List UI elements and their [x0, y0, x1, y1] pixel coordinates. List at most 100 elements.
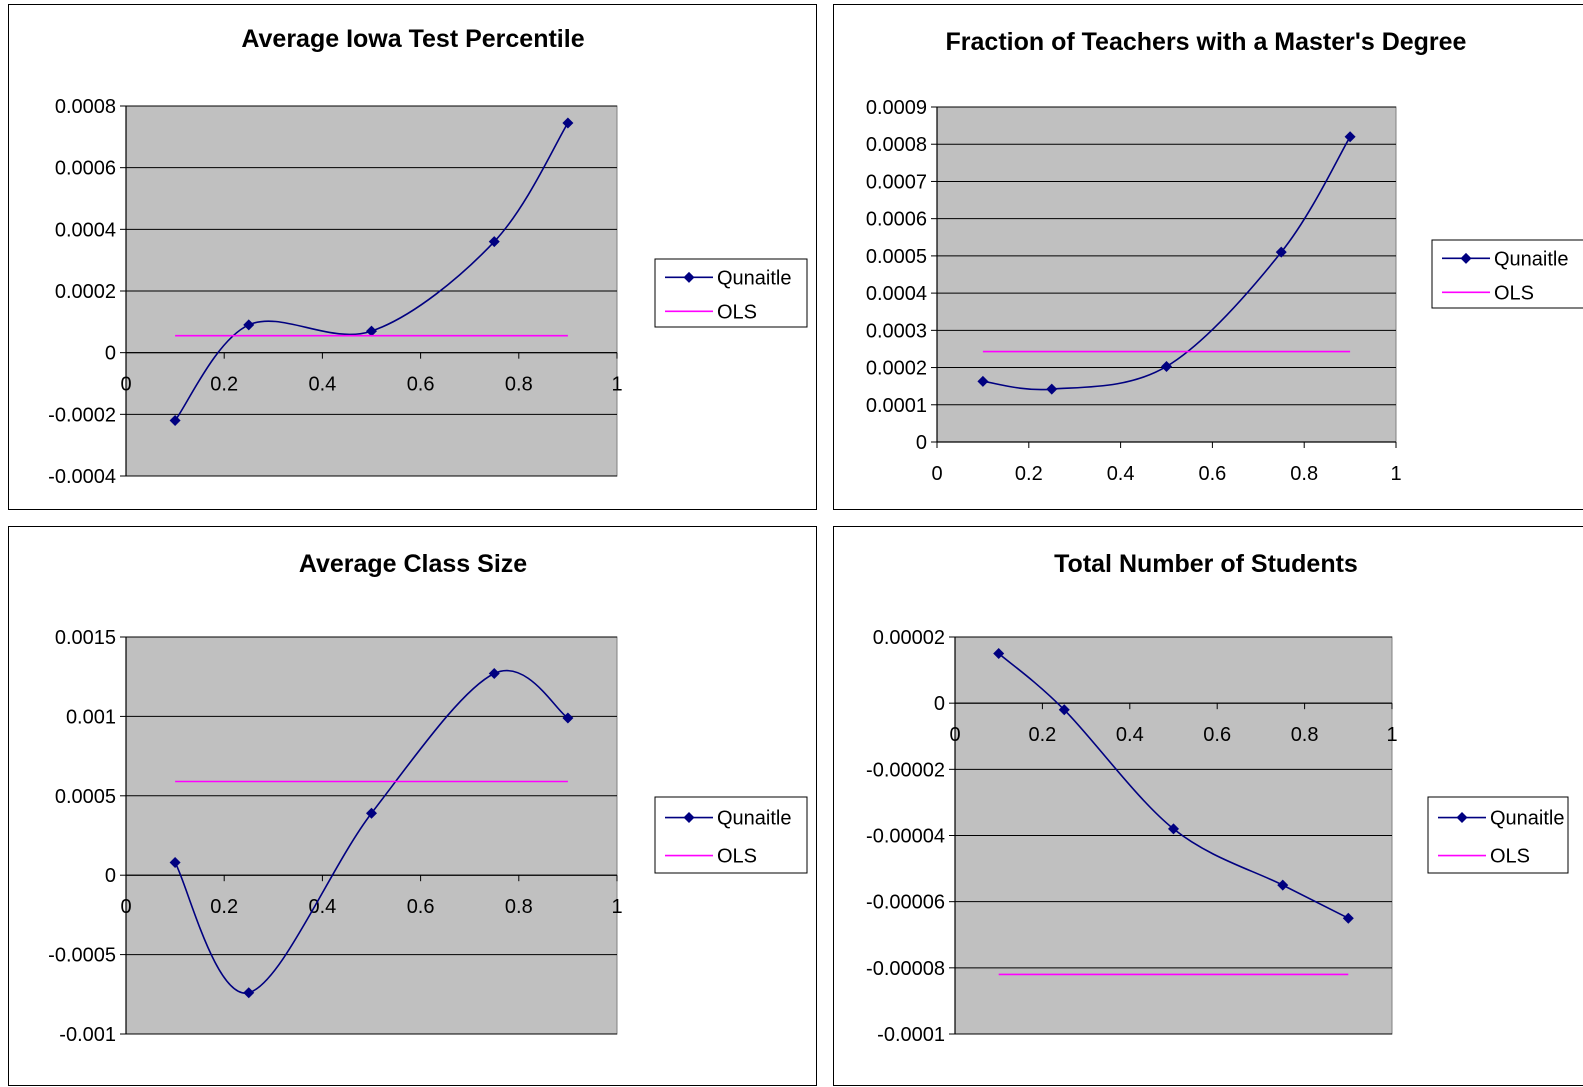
x-tick-label: 0.4	[308, 896, 336, 918]
x-tick-label: 0	[949, 724, 960, 746]
x-tick-label: 0.4	[1107, 463, 1135, 485]
data-point-marker	[993, 648, 1005, 660]
legend-label-ols: OLS	[1490, 846, 1530, 868]
data-point-marker	[1058, 704, 1070, 716]
legend-marker	[1456, 812, 1468, 824]
data-point-marker	[488, 668, 500, 680]
y-tick-label: 0.0008	[55, 96, 116, 118]
plot-area	[125, 636, 618, 1035]
chart-svg: Total Number of Students0.000020-0.00002…	[866, 550, 1569, 1046]
plot-area	[936, 106, 1397, 443]
data-point-marker	[366, 325, 377, 337]
x-tick-label: 1	[611, 896, 622, 918]
y-tick-label: -0.0002	[48, 404, 116, 426]
y-tick-label: 0.0006	[866, 209, 927, 231]
x-tick-label: 0.2	[1028, 724, 1056, 746]
x-tick-label: 0.8	[1291, 724, 1319, 746]
y-tick-label: 0.0004	[866, 283, 927, 305]
legend-marker	[683, 812, 695, 824]
x-tick-label: 0.4	[1116, 724, 1144, 746]
y-tick-label: 0.0001	[866, 395, 927, 417]
y-tick-label: 0.0005	[55, 786, 116, 808]
series-line-qunaitle	[174, 670, 569, 994]
x-tick-label: 0.6	[407, 374, 435, 396]
y-tick-label: 0.0015	[55, 627, 116, 649]
x-tick-label: 0.2	[210, 374, 238, 396]
data-point-marker	[1161, 360, 1172, 372]
y-tick-label: 0	[934, 693, 945, 715]
x-tick-label: 0.8	[505, 896, 533, 918]
chart-average-iowa-test-percentile: Average Iowa Test Percentile 0.0008 0.0006…	[8, 4, 817, 510]
y-tick-label: -0.00006	[866, 892, 945, 914]
legend-marker	[1460, 252, 1472, 264]
data-point-marker	[1342, 912, 1354, 924]
legend-box	[654, 258, 808, 328]
x-tick-label: 0.2	[1015, 463, 1043, 485]
data-point-marker	[1168, 823, 1179, 835]
y-tick-label: 0.0008	[866, 134, 927, 156]
legend-marker	[683, 271, 695, 283]
x-tick-label: 0.6	[1203, 724, 1231, 746]
y-tick-label: 0	[105, 343, 116, 365]
y-tick-label: -0.001	[59, 1024, 116, 1046]
legend-box	[1431, 239, 1583, 309]
legend-label-qunaitle: Qunaitle	[717, 808, 792, 830]
y-tick-label: 0.0009	[866, 97, 927, 119]
data-point-marker	[243, 987, 255, 999]
legend-box	[654, 796, 808, 874]
y-tick-label: 0.001	[66, 706, 116, 728]
chart-svg: Fraction of Teachers with a Master's Deg…	[866, 28, 1583, 485]
y-tick-label: -0.00004	[866, 826, 945, 848]
x-tick-label: 0	[120, 374, 131, 396]
y-tick-label: 0.0002	[55, 281, 116, 303]
x-tick-label: 1	[1390, 463, 1401, 485]
y-tick-label: -0.0005	[48, 945, 116, 967]
y-tick-label: -0.0001	[877, 1024, 945, 1046]
chart-svg: Average Class Size 0.0015 0.001 0.0005 0 -0.0…	[48, 550, 808, 1046]
x-tick-label: 0.6	[1198, 463, 1226, 485]
data-point-marker	[169, 415, 181, 426]
legend-box	[1427, 796, 1569, 874]
chart-svg: Average Iowa Test Percentile 0.0008 0.0006…	[48, 25, 808, 488]
data-point-marker	[562, 117, 574, 129]
legend-label-qunaitle: Qunaitle	[1490, 808, 1565, 830]
legend-label-qunaitle: Qunaitle	[717, 267, 792, 289]
data-point-marker	[366, 807, 377, 819]
x-tick-label: 0.6	[407, 896, 435, 918]
data-point-marker	[243, 319, 255, 331]
x-tick-label: 1	[1386, 724, 1397, 746]
x-tick-label: 0	[120, 896, 131, 918]
y-tick-label: 0	[916, 432, 927, 454]
chart-average-class-size: Average Class Size 0.0015 0.001 0.0005 0 -0.0…	[8, 526, 817, 1086]
y-tick-label: 0.0002	[866, 358, 927, 380]
x-tick-label: 0.2	[210, 896, 238, 918]
data-point-marker	[977, 375, 989, 387]
y-tick-label: 0.00002	[873, 627, 945, 649]
x-tick-label: 0	[931, 463, 942, 485]
x-tick-label: 0.8	[505, 374, 533, 396]
legend-label-ols: OLS	[717, 301, 757, 323]
y-tick-label: 0.0004	[55, 219, 116, 241]
data-point-marker	[1275, 246, 1287, 258]
chart-total-number-of-students: Total Number of Students 0.00002 0 -0.00002…	[833, 526, 1583, 1086]
chart-title: Fraction of Teachers with a Master's Deg…	[946, 28, 1467, 56]
x-tick-label: 0.4	[308, 374, 336, 396]
data-point-marker	[488, 236, 500, 248]
y-tick-label: 0	[105, 865, 116, 887]
y-tick-label: -0.0004	[48, 466, 116, 488]
data-point-marker	[169, 856, 181, 868]
data-point-marker	[1277, 879, 1289, 891]
chart-fraction-teachers-masters: Fraction of Teachers with a Master's Deg…	[833, 4, 1583, 510]
y-tick-label: 0.0003	[866, 320, 927, 342]
data-point-marker	[562, 712, 574, 724]
legend-label-ols: OLS	[717, 846, 757, 868]
y-tick-label: 0.0006	[55, 158, 116, 180]
legend-label-ols: OLS	[1494, 282, 1534, 304]
y-tick-label: -0.00002	[866, 759, 945, 781]
chart-title: Average Class Size	[299, 550, 527, 578]
y-tick-label: 0.0007	[866, 171, 927, 193]
data-point-marker	[1046, 383, 1058, 395]
chart-title: Total Number of Students	[1054, 550, 1358, 578]
chart-title: Average Iowa Test Percentile	[241, 25, 584, 53]
series-line-qunaitle	[982, 136, 1351, 391]
